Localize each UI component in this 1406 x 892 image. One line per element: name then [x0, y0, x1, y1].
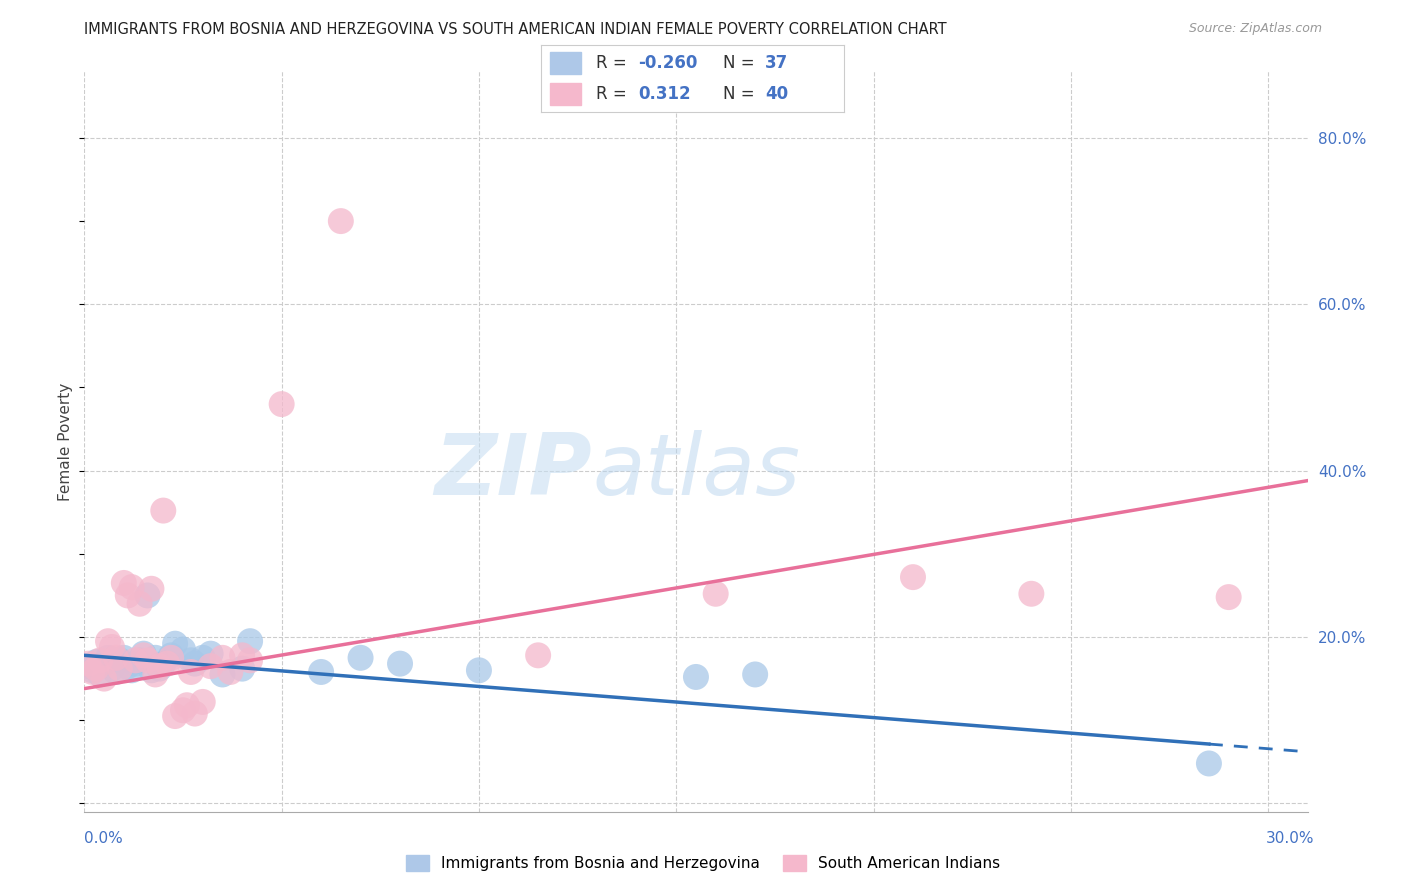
Point: [165, 637, 187, 651]
Point: [200, 659, 222, 673]
Point: [329, 214, 352, 228]
Point: [112, 576, 135, 591]
Point: [136, 653, 159, 667]
Point: [389, 657, 412, 671]
Point: [685, 670, 707, 684]
Point: [184, 706, 207, 721]
Text: Source: ZipAtlas.com: Source: ZipAtlas.com: [1188, 22, 1322, 36]
Point: [165, 709, 187, 723]
Point: [101, 640, 124, 654]
Point: [132, 647, 155, 661]
Point: [104, 650, 127, 665]
Point: [121, 580, 143, 594]
Point: [132, 648, 155, 663]
Text: N =: N =: [723, 54, 759, 72]
Point: [101, 662, 124, 676]
Point: [148, 659, 170, 673]
Bar: [550, 52, 581, 74]
Point: [349, 650, 371, 665]
Point: [744, 667, 766, 681]
Point: [172, 642, 194, 657]
Point: [117, 659, 139, 673]
Point: [97, 650, 120, 665]
Point: [152, 503, 174, 517]
Point: [124, 657, 146, 671]
Point: [145, 667, 167, 681]
Point: [124, 653, 146, 667]
Point: [89, 667, 111, 681]
Point: [97, 634, 120, 648]
Point: [160, 648, 183, 663]
Point: [704, 587, 727, 601]
Point: [231, 662, 253, 676]
Text: 0.0%: 0.0%: [84, 831, 124, 846]
Point: [160, 650, 183, 665]
Point: [156, 657, 179, 671]
Text: ZIP: ZIP: [434, 430, 592, 513]
Point: [121, 663, 143, 677]
Text: R =: R =: [596, 54, 631, 72]
Text: 30.0%: 30.0%: [1267, 831, 1315, 846]
Point: [152, 657, 174, 671]
Point: [527, 648, 550, 663]
Point: [136, 589, 159, 603]
Legend: Immigrants from Bosnia and Herzegovina, South American Indians: Immigrants from Bosnia and Herzegovina, …: [399, 849, 1007, 877]
Point: [93, 657, 115, 671]
Point: [141, 663, 163, 677]
Point: [84, 655, 107, 669]
Point: [191, 695, 214, 709]
Text: R =: R =: [596, 85, 631, 103]
Point: [309, 665, 332, 679]
Text: 40: 40: [765, 85, 789, 103]
Bar: [550, 83, 581, 104]
Text: IMMIGRANTS FROM BOSNIA AND HERZEGOVINA VS SOUTH AMERICAN INDIAN FEMALE POVERTY C: IMMIGRANTS FROM BOSNIA AND HERZEGOVINA V…: [84, 22, 948, 37]
Point: [200, 647, 222, 661]
Point: [145, 650, 167, 665]
Point: [82, 663, 104, 677]
Point: [180, 653, 202, 667]
Point: [112, 650, 135, 665]
Point: [128, 653, 150, 667]
Point: [82, 665, 104, 679]
Point: [108, 662, 131, 676]
Point: [231, 648, 253, 663]
Point: [211, 667, 233, 681]
Point: [239, 634, 262, 648]
Point: [1021, 587, 1043, 601]
Point: [128, 597, 150, 611]
Point: [77, 659, 100, 673]
Point: [219, 665, 242, 679]
Point: [901, 570, 924, 584]
Point: [1198, 756, 1220, 771]
Point: [77, 657, 100, 671]
Point: [468, 663, 491, 677]
Point: [148, 662, 170, 676]
Text: 0.312: 0.312: [638, 85, 690, 103]
Point: [89, 653, 111, 667]
Point: [108, 653, 131, 667]
Y-axis label: Female Poverty: Female Poverty: [58, 383, 73, 500]
Point: [93, 672, 115, 686]
Text: N =: N =: [723, 85, 759, 103]
Text: 37: 37: [765, 54, 789, 72]
Text: -0.260: -0.260: [638, 54, 697, 72]
Point: [239, 653, 262, 667]
Point: [1218, 590, 1240, 604]
Point: [141, 582, 163, 596]
Point: [104, 665, 127, 679]
Point: [211, 650, 233, 665]
Point: [184, 657, 207, 671]
Point: [172, 703, 194, 717]
Point: [180, 665, 202, 679]
Point: [176, 698, 198, 713]
Point: [84, 662, 107, 676]
Point: [191, 650, 214, 665]
Point: [117, 589, 139, 603]
Text: atlas: atlas: [592, 430, 800, 513]
Point: [270, 397, 292, 411]
